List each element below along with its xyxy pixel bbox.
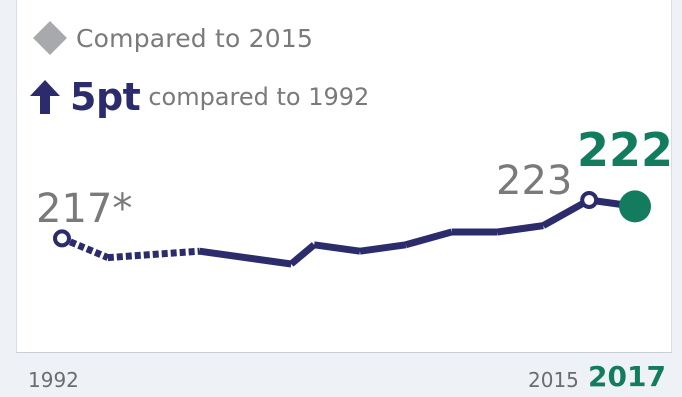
chart-card xyxy=(16,0,672,353)
delta-legend-row: 5pt compared to 1992 xyxy=(30,74,369,120)
delta-value: 5pt xyxy=(70,75,141,119)
line-segment xyxy=(313,241,361,255)
latest-data-point xyxy=(619,190,651,223)
line-segment xyxy=(359,241,407,255)
up-arrow-icon xyxy=(30,80,60,114)
compare-label: Compared to 2015 xyxy=(76,23,314,53)
point-layer xyxy=(53,190,651,248)
latest-value-label: 222 xyxy=(577,123,673,177)
previous-value-label: 223 xyxy=(496,158,572,204)
line-segment xyxy=(199,247,292,268)
line-segment xyxy=(404,228,453,249)
first-value-label: 217* xyxy=(36,186,132,232)
line-segment xyxy=(107,247,200,262)
line-segment xyxy=(288,242,317,267)
x-tick-first: 1992 xyxy=(28,368,79,392)
delta-label: compared to 1992 xyxy=(148,83,370,111)
line-layer xyxy=(60,196,636,268)
line-segment xyxy=(496,222,544,236)
previous-data-point xyxy=(580,191,599,209)
x-tick-previous: 2015 xyxy=(528,368,579,392)
line-segment xyxy=(60,235,110,261)
compare-legend-row: Compared to 2015 xyxy=(30,18,313,58)
first-data-point xyxy=(53,229,71,248)
x-tick-latest: 2017 xyxy=(588,360,666,393)
